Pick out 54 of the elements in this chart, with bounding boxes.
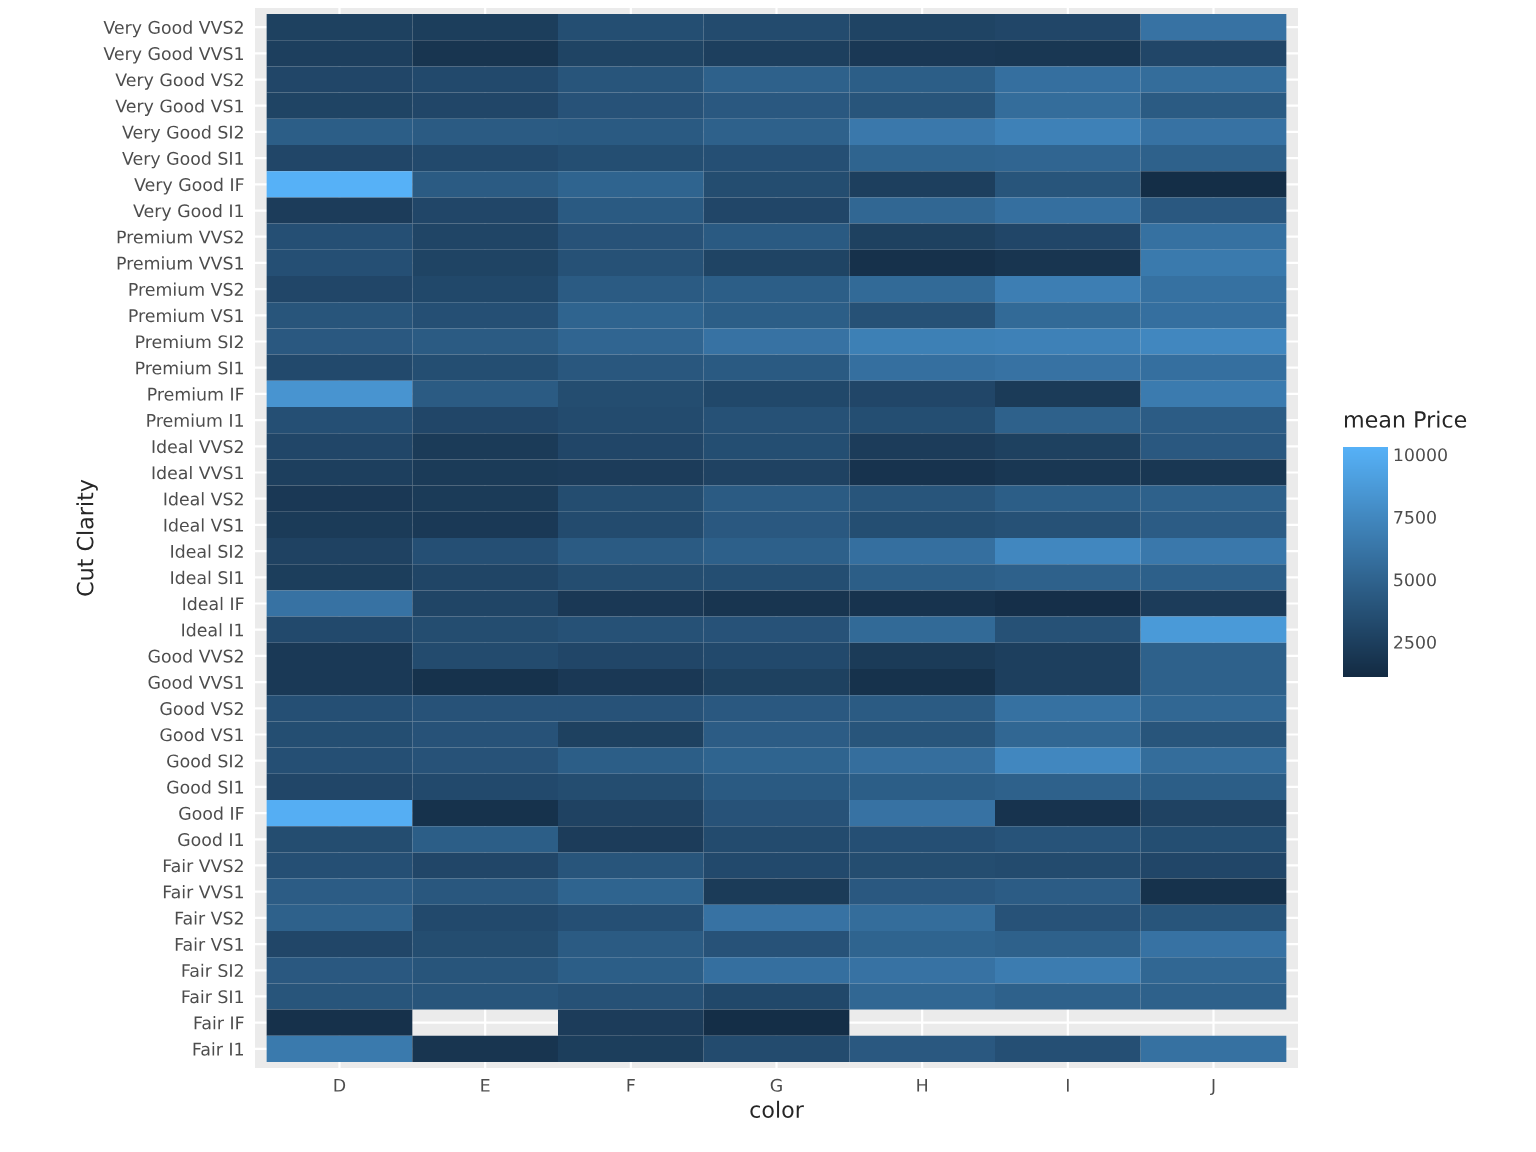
y-tick-label: Premium SI1 xyxy=(136,361,243,375)
y-tick-label: Premium VVS2 xyxy=(117,230,243,244)
y-tick-label: Premium SI2 xyxy=(136,334,243,349)
color-bar-label: 7500 xyxy=(1394,510,1436,524)
y-tick-label: Very Good I1 xyxy=(133,203,243,221)
y-tick-label: Good I1 xyxy=(178,832,243,847)
y-tick-label: Ideal VS1 xyxy=(164,518,243,532)
y-tick-label: Very Good VVS1 xyxy=(103,46,243,64)
x-axis-title: color xyxy=(750,1100,804,1118)
x-tick-label: E xyxy=(481,1078,490,1092)
y-tick-label: Fair VS2 xyxy=(175,911,243,925)
y-tick-label: Ideal SI2 xyxy=(171,544,243,558)
y-tick-label: Very Good VS1 xyxy=(115,99,243,116)
y-tick-label: Fair SI1 xyxy=(182,989,243,1004)
color-bar-label: 10000 xyxy=(1394,448,1447,462)
y-axis-title: Cut Clarity xyxy=(76,479,98,596)
x-tick-label: J xyxy=(1210,1078,1215,1096)
y-tick-label: Fair VS1 xyxy=(175,937,243,951)
y-tick-label: Fair I1 xyxy=(193,1042,243,1056)
y-tick-label: Good VVS1 xyxy=(148,675,243,689)
y-tick-label: Very Good VVS2 xyxy=(103,20,243,38)
y-tick-label: Fair VVS2 xyxy=(163,858,243,873)
y-tick-label: Ideal VVS1 xyxy=(152,465,243,480)
y-tick-label: Good VVS2 xyxy=(148,649,243,663)
y-tick-label: Premium VS2 xyxy=(129,282,243,296)
y-tick-label: Ideal IF xyxy=(183,596,244,611)
y-tick-label: Premium VVS1 xyxy=(117,256,243,270)
color-bar-title: mean Price xyxy=(1345,410,1467,428)
x-tick-label: D xyxy=(334,1078,346,1092)
y-tick-label: Premium VS1 xyxy=(129,308,243,323)
y-tick-label: Good VS1 xyxy=(160,727,243,742)
x-tick-label: G xyxy=(770,1078,782,1092)
x-tick-label: I xyxy=(1066,1078,1069,1092)
y-tick-label: Very Good IF xyxy=(134,177,244,195)
y-tick-label: Fair VVS1 xyxy=(163,885,243,899)
y-tick-label: Good SI2 xyxy=(167,754,243,768)
x-tick-label: H xyxy=(917,1078,927,1092)
y-tick-label: Good VS2 xyxy=(160,701,243,716)
y-tick-label: Good IF xyxy=(179,806,244,820)
y-tick-label: Ideal I1 xyxy=(182,623,243,637)
y-tick-label: Premium IF xyxy=(148,387,244,401)
y-tick-label: Very Good VS2 xyxy=(115,72,243,90)
y-tick-label: Ideal VS2 xyxy=(164,492,243,506)
color-bar-label: 5000 xyxy=(1394,573,1436,587)
y-tick-label: Good SI1 xyxy=(167,780,243,794)
color-bar-label: 2500 xyxy=(1394,635,1436,649)
y-tick-label: Ideal SI1 xyxy=(171,570,243,585)
y-tick-label: Fair SI2 xyxy=(182,963,243,978)
x-tick-label: F xyxy=(627,1078,635,1092)
y-tick-label: Premium I1 xyxy=(147,413,243,427)
y-tick-label: Fair IF xyxy=(194,1016,244,1030)
y-tick-label: Very Good SI2 xyxy=(122,125,243,143)
y-tick-label: Very Good SI1 xyxy=(122,151,243,169)
y-tick-label: Ideal VVS2 xyxy=(152,439,243,454)
